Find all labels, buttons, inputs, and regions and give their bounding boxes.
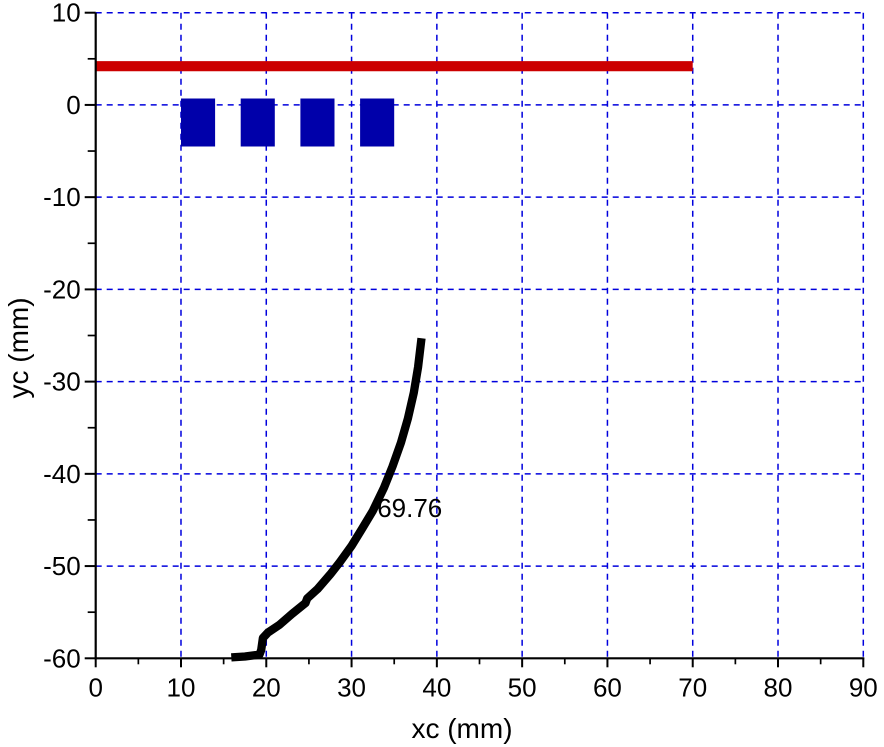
tick-label-layer: 100-10-20-30-40-50-600 10 20 30 40 50 60 70 80 90 xyxy=(43,0,878,702)
x-tick-label: 90 xyxy=(849,672,878,702)
y-tick-label: -30 xyxy=(43,367,81,397)
x-tick-label: 50 xyxy=(508,672,537,702)
x-tick-label: 80 xyxy=(764,672,793,702)
y-tick-label: 10 xyxy=(52,0,81,28)
x-tick-label: 10 xyxy=(167,672,196,702)
x-tick-label: 40 xyxy=(422,672,451,702)
tick-layer xyxy=(84,11,865,668)
x-axis-title: xc (mm) xyxy=(411,713,512,744)
series-layer xyxy=(95,61,693,662)
series-trajectory xyxy=(231,337,426,662)
series-blue-blocks-rect xyxy=(360,98,395,147)
x-tick-label: 20 xyxy=(252,672,281,702)
y-tick-label: -40 xyxy=(43,459,81,489)
x-tick-label: 30 xyxy=(337,672,366,702)
x-tick-label: 70 xyxy=(678,672,707,702)
series-blue-blocks-rect xyxy=(300,98,335,147)
y-tick-label: 0 xyxy=(66,90,80,120)
y-tick-label: -50 xyxy=(43,551,81,581)
curve-annotation: 69.76 xyxy=(377,493,442,523)
series-blue-blocks-rect xyxy=(240,98,275,147)
y-tick-label: -10 xyxy=(43,182,81,212)
series-blue-blocks-rect xyxy=(181,98,216,147)
x-tick-label: 0 xyxy=(88,672,102,702)
grid-layer xyxy=(95,11,865,659)
y-tick-label: -60 xyxy=(43,643,81,673)
y-tick-label: -20 xyxy=(43,274,81,304)
y-axis-title: yc (mm) xyxy=(3,297,34,398)
annotation-layer: 69.76 xyxy=(377,493,442,523)
x-tick-label: 60 xyxy=(593,672,622,702)
